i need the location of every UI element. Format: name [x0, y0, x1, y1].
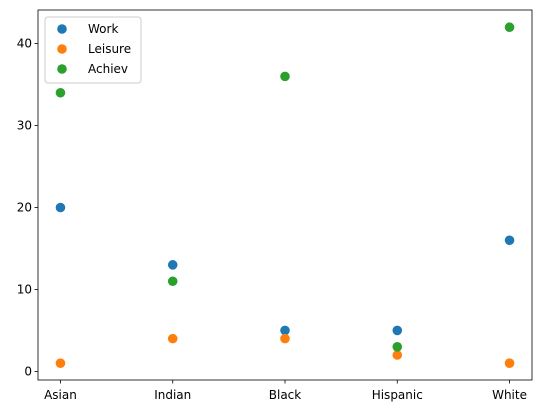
y-tick-label: 10 — [17, 282, 32, 296]
legend: Work Leisure Achiev — [44, 16, 142, 84]
legend-label-leisure: Leisure — [88, 42, 131, 56]
legend-marker-achiev — [57, 64, 67, 74]
point-work-white — [504, 235, 515, 246]
y-tick-label: 30 — [17, 119, 32, 133]
point-leisure-white — [504, 358, 515, 369]
legend-box — [44, 16, 142, 84]
y-tick-label: 0 — [24, 364, 32, 378]
x-tick-label: Hispanic — [372, 388, 423, 402]
legend-label-work: Work — [88, 22, 118, 36]
point-work-black — [280, 325, 290, 336]
point-work-asian — [55, 202, 66, 213]
point-achiev-white — [504, 22, 515, 33]
point-leisure-black — [280, 333, 290, 344]
y-tick-label: 20 — [17, 200, 32, 214]
data-points — [55, 22, 515, 369]
point-work-indian — [167, 260, 178, 270]
x-tick-label: Asian — [44, 388, 77, 402]
point-achiev-black — [280, 71, 290, 82]
x-tick-label: White — [492, 388, 527, 402]
point-leisure-hispanic — [392, 350, 403, 360]
x-tick-label: Indian — [154, 388, 191, 402]
y-axis: 0 10 20 30 40 — [17, 37, 38, 378]
x-axis: Asian Indian Black Hispanic White — [44, 380, 527, 402]
y-tick-label: 40 — [17, 37, 32, 51]
point-achiev-indian — [167, 276, 178, 287]
legend-marker-leisure — [57, 44, 67, 54]
point-leisure-asian — [55, 358, 66, 369]
x-tick-label: Black — [269, 388, 302, 402]
point-leisure-indian — [167, 333, 178, 344]
legend-marker-work — [57, 24, 67, 34]
legend-label-achiev: Achiev — [88, 62, 128, 76]
point-achiev-hispanic — [392, 342, 403, 352]
plot-frame — [37, 9, 533, 381]
point-achiev-asian — [55, 87, 66, 98]
point-work-hispanic — [392, 325, 403, 336]
